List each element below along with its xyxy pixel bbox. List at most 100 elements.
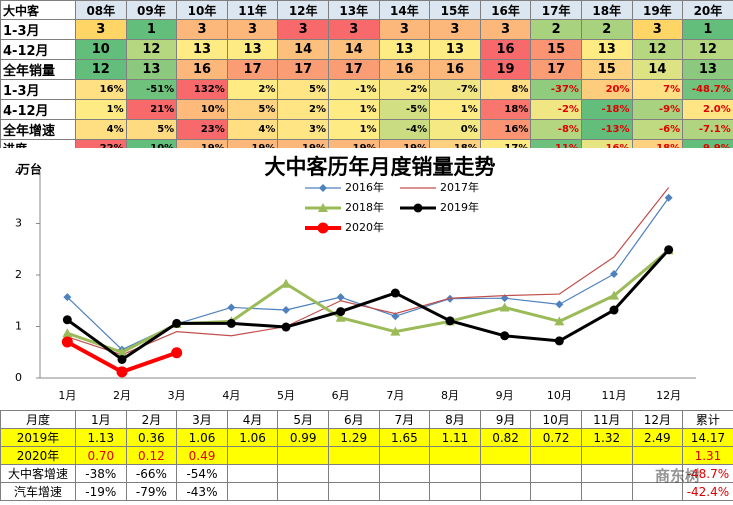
table-row: 4-12月 1% 21% 10% 5% 2% 1% -5% 1% 18% -2% -18% -9% 2.0… [0, 99, 733, 120]
heat-cell: 17 [530, 59, 582, 80]
heat-cell: 3 [277, 19, 329, 40]
heat-cell: 3% [277, 119, 329, 140]
row-label: 2019年 [0, 428, 76, 447]
point [172, 318, 182, 328]
heat-cell: 2.0% [682, 99, 733, 120]
point [281, 278, 291, 288]
header-cell: 4月 [226, 410, 279, 429]
table-cell [277, 464, 329, 483]
legend-label: 2019年 [440, 200, 479, 214]
row-label: 汽车增速 [0, 482, 76, 501]
point [500, 331, 510, 341]
header-cell: 11年 [226, 0, 279, 20]
heat-cell: 1% [327, 119, 380, 140]
heat-cell: 5% [277, 79, 329, 100]
heat-cell: 132% [176, 79, 228, 100]
table-cell: 14.17 [682, 428, 733, 447]
header-cell: 3月 [176, 410, 228, 429]
table-cell [327, 482, 380, 501]
heat-cell: 17 [327, 59, 380, 80]
table-cell: 1.32 [580, 428, 633, 447]
table-cell: 0.12 [125, 446, 178, 465]
heat-cell: 20% [580, 79, 633, 100]
y-tick-label: 1 [15, 320, 22, 333]
point [664, 245, 674, 255]
header-cell: 12年 [277, 0, 329, 20]
table-cell: 0.99 [277, 428, 329, 447]
table-cell: -79% [125, 482, 178, 501]
legend-label: 2016年 [345, 180, 384, 194]
heat-cell: 13 [176, 39, 228, 60]
chart: 大中客历年月度销量走势 万台 0 1 2 3 4 1月 2月 3月 4月 5月 6月 7月 8月 9月 10… [0, 148, 733, 410]
point [335, 312, 346, 322]
heat-cell: 3 [176, 19, 228, 40]
heat-cell: 1% [327, 99, 380, 120]
x-tick-label: 12月 [656, 389, 681, 402]
table-cell: 0.82 [479, 428, 532, 447]
header-cell: 08年 [75, 0, 127, 20]
heat-cell: 21% [125, 99, 178, 120]
point [391, 312, 400, 321]
x-tick-label: 1月 [58, 389, 76, 402]
point [226, 318, 236, 328]
table-row: 1-3月 3 1 3 3 3 3 3 3 3 2 2 3 1 [0, 19, 733, 40]
heat-cell: -5% [378, 99, 431, 120]
heat-cell: 14 [277, 39, 329, 60]
heat-cell: -7% [429, 79, 481, 100]
row-label: 全年销量 [0, 59, 76, 80]
row-label: 1-3月 [0, 19, 76, 40]
table-cell: 0.49 [176, 446, 228, 465]
table-row: 4-12月 10 12 13 13 14 14 13 13 16 15 13 12 12 [0, 39, 733, 60]
heat-cell: -1% [327, 79, 380, 100]
header-cell: 13年 [327, 0, 380, 20]
table-cell: -43% [176, 482, 228, 501]
heat-cell: 10 [75, 39, 127, 60]
point [63, 293, 72, 302]
y-tick-label: 3 [15, 217, 22, 230]
point [390, 288, 400, 298]
table-cell [277, 482, 329, 501]
heat-cell: 13 [226, 39, 279, 60]
header-cell: 14年 [378, 0, 431, 20]
legend-marker [319, 184, 327, 192]
heat-cell: 12 [75, 59, 127, 80]
heat-cell: 16 [378, 59, 431, 80]
heat-cell: 3 [378, 19, 431, 40]
header-cell: 16年 [479, 0, 532, 20]
heat-cell: 19 [479, 59, 532, 80]
table-cell [479, 464, 532, 483]
heat-cell: 23% [176, 119, 228, 140]
watermark: 商东树 [655, 467, 701, 485]
table-cell [327, 446, 380, 465]
heat-cell: 16% [479, 119, 532, 140]
table-row: 大中客增速 -38% -66% -54% -48.7% [0, 464, 733, 483]
header-cell: 18年 [580, 0, 633, 20]
point [281, 322, 291, 332]
header-cell: 15年 [429, 0, 481, 20]
heat-cell: 3 [631, 19, 684, 40]
table-cell: 1.06 [176, 428, 228, 447]
heat-cell: -8% [530, 119, 582, 140]
header-cell: 8月 [429, 410, 481, 429]
heat-cell: 17 [226, 59, 279, 80]
table-cell [631, 446, 684, 465]
header-cell: 月度 [0, 410, 76, 429]
header-cell: 09年 [125, 0, 178, 20]
point [227, 303, 236, 312]
row-label: 4-12月 [0, 99, 76, 120]
table-cell: -38% [75, 464, 127, 483]
heat-cell: 18% [479, 99, 532, 120]
x-tick-label: 5月 [277, 389, 295, 402]
heat-cell: 0% [429, 119, 481, 140]
heat-cell: 5% [125, 119, 178, 140]
heat-cell: 12 [631, 39, 684, 60]
heat-cell: 2 [580, 19, 633, 40]
header-cell: 20年 [682, 0, 733, 20]
heat-cell: 15 [530, 39, 582, 60]
header-cell: 7月 [378, 410, 431, 429]
table-cell: 2.49 [631, 428, 684, 447]
heat-cell: 5% [226, 99, 279, 120]
table-cell [580, 464, 633, 483]
point [445, 316, 455, 326]
point [117, 347, 127, 357]
